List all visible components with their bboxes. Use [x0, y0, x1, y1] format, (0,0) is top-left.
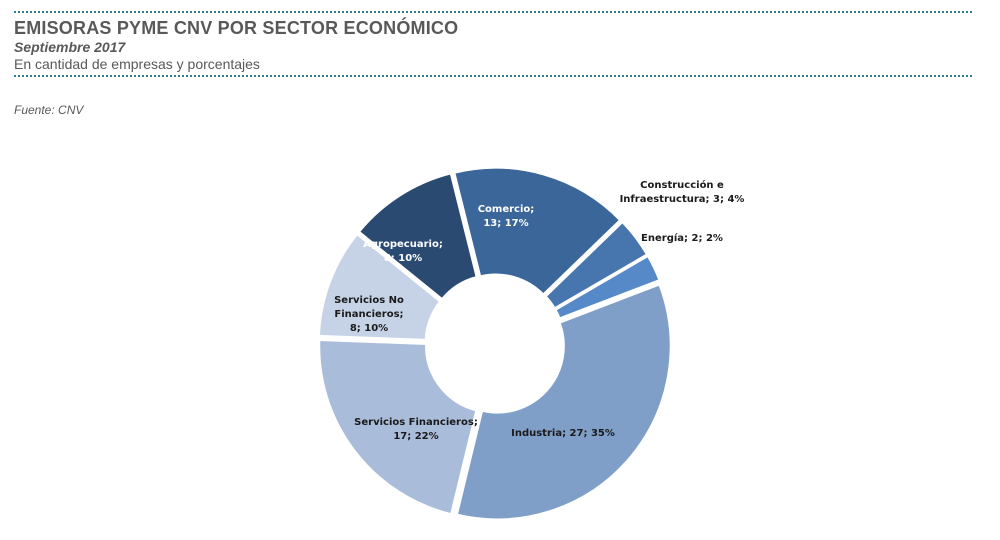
header-bottom-rule [14, 75, 972, 77]
page-title: EMISORAS PYME CNV POR SECTOR ECONÓMICO [14, 18, 459, 38]
donut-slice-servicios-no-financieros [316, 231, 444, 343]
units-note: En cantidad de empresas y porcentajes [14, 56, 260, 72]
chart-header: EMISORAS PYME CNV POR SECTOR ECONÓMICO S… [14, 17, 972, 73]
slice-label-construcci-n-e-infraestructura: Construcción e Infraestructura; 3; 4% [620, 179, 745, 205]
slice-label-agropecuario: Agropecuario; 8; 10% [363, 239, 443, 264]
slice-label-servicios-no-financieros: Servicios No Financieros; 8; 10% [334, 295, 404, 334]
donut-slice-energ-a [552, 253, 663, 322]
slice-label-energ-a: Energía; 2; 2% [641, 232, 723, 244]
page-subtitle: Septiembre 2017 [14, 39, 126, 55]
source-note: Fuente: CNV [14, 103, 84, 117]
donut-slice-industria [454, 281, 673, 522]
slice-label-servicios-financieros: Servicios Financieros; 17; 22% [354, 417, 478, 442]
header-top-rule [14, 11, 972, 13]
donut-slice-comercio [451, 165, 624, 298]
slice-label-comercio: Comercio; 13; 17% [478, 204, 535, 229]
donut-slice-agropecuario [355, 170, 480, 303]
donut-slice-servicios-financieros [317, 337, 479, 517]
slice-label-industria: Industria; 27; 35% [511, 428, 615, 439]
